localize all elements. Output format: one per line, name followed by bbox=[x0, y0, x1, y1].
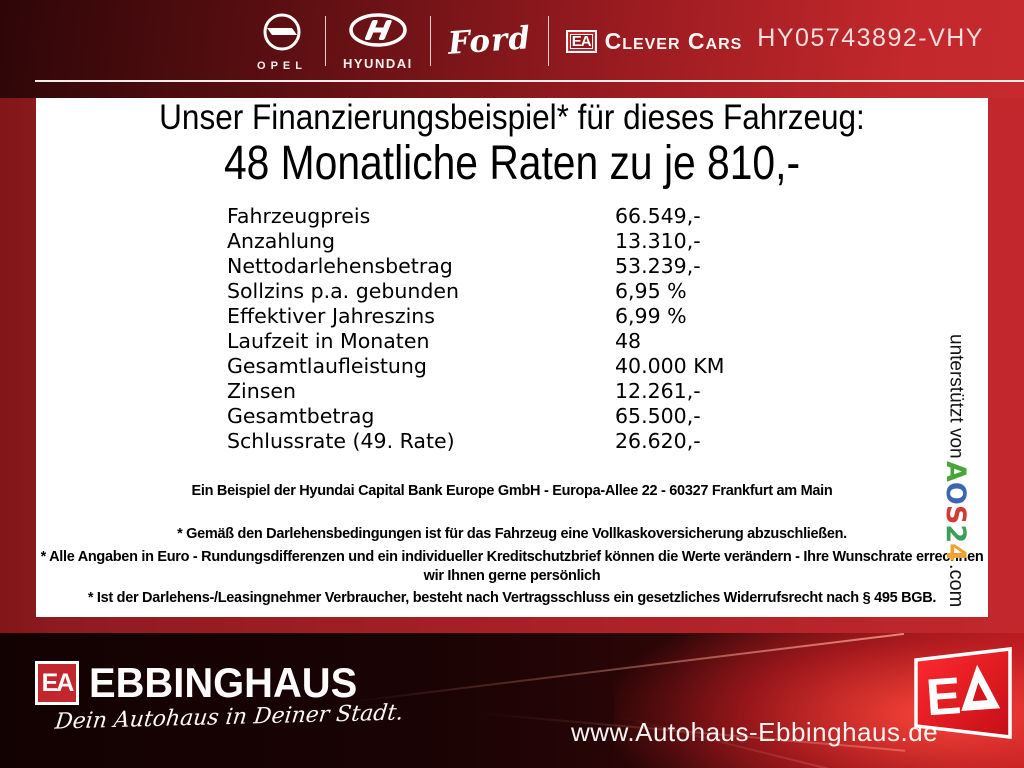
brand-logos: OPEL HYUNDAI Ford EA bbox=[256, 8, 742, 74]
logo-divider bbox=[547, 16, 549, 66]
finance-row-value: 13.310,- bbox=[615, 228, 701, 253]
ford-script-label: Ford bbox=[446, 20, 532, 62]
finance-row: Schlussrate (49. Rate) 26.620,- bbox=[227, 428, 988, 453]
finance-row-label: Schlussrate (49. Rate) bbox=[227, 428, 455, 453]
finance-row-label: Anzahlung bbox=[227, 228, 336, 253]
disclaimer-line: * Alle Angaben in Euro - Rundungsdiffere… bbox=[40, 548, 984, 584]
finance-row-value: 40.000 KM bbox=[615, 353, 725, 378]
opel-blitz-icon bbox=[257, 13, 307, 50]
finance-table: Fahrzeugpreis 66.549,- Anzahlung 13.310,… bbox=[227, 203, 988, 453]
support-prefix: unterstützt von bbox=[945, 334, 967, 459]
finance-row-value: 53.239,- bbox=[615, 253, 701, 278]
finance-title: Unser Finanzierungsbeispiel* für dieses … bbox=[159, 98, 865, 137]
ea-mini-badge: EA bbox=[565, 29, 597, 53]
finance-row-value: 12.261,- bbox=[615, 378, 701, 403]
aos24-letter: 4 bbox=[940, 542, 971, 562]
support-suffix: .com bbox=[945, 563, 967, 607]
finance-row-label: Zinsen bbox=[227, 378, 297, 403]
opel-label: OPEL bbox=[257, 59, 307, 72]
finance-row-value: 6,95 % bbox=[615, 278, 687, 303]
aos24-letter: O bbox=[940, 481, 971, 505]
finance-row-value: 65.500,- bbox=[615, 403, 701, 428]
svg-text:E: E bbox=[924, 667, 963, 727]
bank-note: Ein Beispiel der Hyundai Capital Bank Eu… bbox=[191, 483, 833, 500]
logo-divider bbox=[325, 16, 326, 66]
header-divider-line bbox=[35, 80, 1024, 82]
aos24-letter: S bbox=[940, 504, 971, 524]
clever-cars-logo: EA Clever Cars bbox=[565, 27, 743, 55]
aos24-letter: 2 bbox=[940, 523, 971, 543]
finance-row-label: Nettodarlehensbetrag bbox=[227, 253, 453, 278]
header: OPEL HYUNDAI Ford EA bbox=[0, 0, 1024, 98]
finance-row-value: 6,99 % bbox=[615, 303, 687, 328]
disclaimer-line: * Ist der Darlehens-/Leasingnehmer Verbr… bbox=[87, 589, 937, 606]
finance-row: Sollzins p.a. gebunden 6,95 % bbox=[227, 278, 988, 303]
finance-row-label: Sollzins p.a. gebunden bbox=[227, 278, 459, 303]
ea-cube-icon: E bbox=[914, 647, 1012, 739]
finance-row: Laufzeit in Monaten 48 bbox=[227, 328, 988, 353]
support-credit: unterstützt von AOS24 .com bbox=[940, 334, 971, 634]
finance-row-label: Laufzeit in Monaten bbox=[227, 328, 430, 353]
hyundai-label: HYUNDAI bbox=[343, 56, 413, 71]
finance-row-label: Gesamtbetrag bbox=[227, 403, 375, 428]
aos24-logo: AOS24 bbox=[940, 459, 971, 564]
ford-logo: Ford bbox=[446, 20, 532, 62]
website-url: www.Autohaus-Ebbinghaus.de bbox=[571, 717, 939, 747]
logo-divider bbox=[429, 16, 431, 66]
dealer-name: EBBINGHAUS bbox=[89, 659, 358, 706]
finance-row: Anzahlung 13.310,- bbox=[227, 228, 988, 253]
vehicle-id: HY05743892-VHY bbox=[757, 24, 984, 52]
hyundai-logo: HYUNDAI bbox=[343, 11, 413, 71]
finance-row-value: 48 bbox=[615, 328, 642, 353]
ea-badge: EA bbox=[35, 661, 79, 705]
finance-row-value: 66.549,- bbox=[615, 203, 701, 228]
finance-row: Gesamtlaufleistung 40.000 KM bbox=[227, 353, 988, 378]
finance-row: Effektiver Jahreszins 6,99 % bbox=[227, 303, 988, 328]
finance-row-value: 26.620,- bbox=[615, 428, 701, 453]
finance-row: Nettodarlehensbetrag 53.239,- bbox=[227, 253, 988, 278]
footer: EA EBBINGHAUS Dein Autohaus in Deiner St… bbox=[0, 633, 1024, 768]
finance-row: Fahrzeugpreis 66.549,- bbox=[227, 203, 988, 228]
finance-row-label: Fahrzeugpreis bbox=[227, 203, 371, 228]
disclaimers: * Gemäß den Darlehensbedingungen ist für… bbox=[40, 525, 984, 608]
finance-row: Zinsen 12.261,- bbox=[227, 378, 988, 403]
hyundai-h-icon bbox=[349, 13, 407, 47]
aos24-letter: A bbox=[940, 460, 971, 482]
ea-glow-logo: E bbox=[896, 643, 1022, 761]
disclaimer-line: * Gemäß den Darlehensbedingungen ist für… bbox=[177, 526, 847, 543]
opel-logo: OPEL bbox=[256, 11, 308, 72]
finance-row-label: Effektiver Jahreszins bbox=[227, 303, 435, 328]
clever-cars-label: Clever Cars bbox=[604, 27, 743, 54]
finance-subtitle: 48 Monatliche Raten zu je 810,- bbox=[223, 137, 801, 190]
finance-row-label: Gesamtlaufleistung bbox=[227, 353, 427, 378]
finance-card: Unser Finanzierungsbeispiel* für dieses … bbox=[36, 98, 988, 617]
content-band: Unser Finanzierungsbeispiel* für dieses … bbox=[0, 98, 1024, 633]
dealer-logo: EA EBBINGHAUS bbox=[35, 659, 371, 707]
finance-row: Gesamtbetrag 65.500,- bbox=[227, 403, 988, 428]
